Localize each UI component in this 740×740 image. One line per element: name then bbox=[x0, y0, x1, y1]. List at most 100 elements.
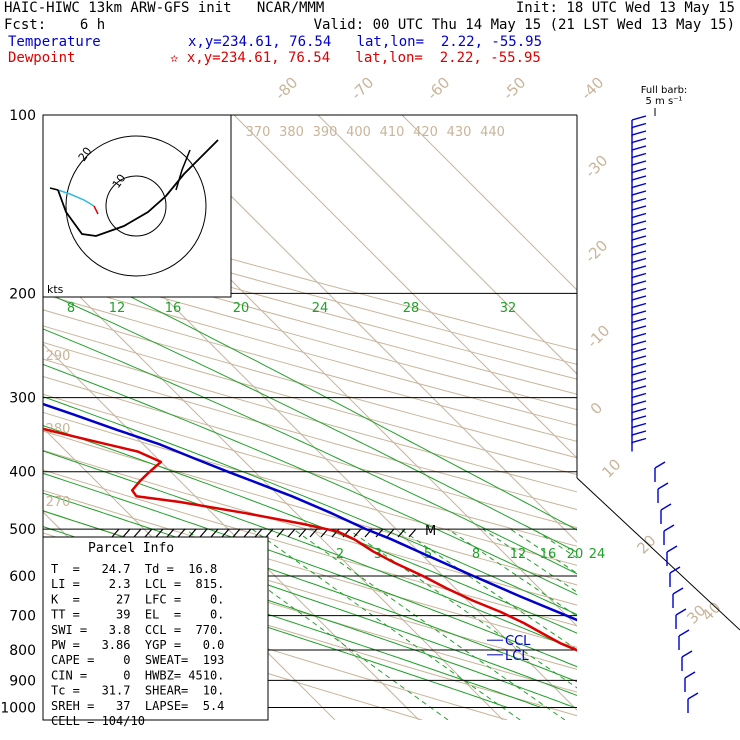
theta-label: 270 bbox=[46, 495, 71, 510]
isotherm-line bbox=[317, 115, 577, 375]
hodograph-ring bbox=[105, 175, 167, 237]
theta-label: 380 bbox=[279, 125, 304, 140]
wind-barb bbox=[631, 280, 647, 286]
theta-label: 440 bbox=[480, 125, 505, 140]
isotherm-line bbox=[233, 115, 577, 459]
wind-barb bbox=[684, 671, 696, 679]
parcel-info-box: Parcel Info T = 24.7 Td = 16.8LI = 2.3 LC… bbox=[42, 536, 269, 728]
wind-barb bbox=[681, 650, 693, 658]
pressure-tick-label: 1000 bbox=[0, 700, 36, 716]
freezing-hatch-mark bbox=[210, 528, 219, 538]
isotherm-label: -60 bbox=[423, 73, 453, 103]
wind-barb bbox=[687, 692, 699, 700]
wind-barb bbox=[669, 566, 681, 574]
level-marker-label: CCL bbox=[505, 634, 531, 649]
parcel-row: Tc = 31.7 SHEAR= 10. bbox=[51, 684, 224, 698]
freezing-hatch-mark bbox=[397, 528, 406, 538]
wind-barb bbox=[654, 461, 666, 469]
wind-barb bbox=[631, 115, 647, 121]
mixing-ratio-label: 24 bbox=[589, 547, 606, 562]
freezing-hatch-mark bbox=[166, 528, 175, 538]
pressure-tick-label: 100 bbox=[9, 108, 36, 124]
wind-barb bbox=[657, 482, 669, 490]
pressure-tick-label: 800 bbox=[9, 643, 36, 659]
dewpoint-readout: ✫ x,y=234.61, 76.54 lat,lon= 2.22, -55.9… bbox=[170, 50, 541, 66]
isotherm-label: -10 bbox=[583, 321, 613, 351]
wind-barb bbox=[631, 370, 647, 376]
dry-adiabat-line bbox=[43, 469, 577, 627]
freezing-hatch-mark bbox=[276, 528, 285, 538]
barb-legend: Full barb:5 m s⁻¹ bbox=[641, 85, 687, 116]
wind-barb bbox=[631, 385, 647, 391]
model-title: HAIC-HIWC 13km ARW-GFS init NCAR/MMM bbox=[4, 0, 325, 16]
isotherm-line bbox=[149, 115, 577, 543]
freezing-hatch-mark bbox=[122, 528, 131, 538]
freezing-hatch-mark bbox=[287, 528, 296, 538]
mixing-ratio-label: 16 bbox=[540, 547, 557, 562]
freezing-hatch-mark bbox=[111, 528, 120, 538]
moist-adiabat-line bbox=[47, 292, 577, 553]
mixing-ratio-label: 2 bbox=[336, 547, 344, 562]
parcel-row: CELL = 104/10 bbox=[51, 714, 145, 728]
wind-barb bbox=[631, 362, 647, 369]
freezing-hatch-mark bbox=[265, 528, 274, 538]
moist-adiabat-label: 32 bbox=[500, 301, 517, 316]
isotherm-label: -30 bbox=[581, 151, 611, 181]
isotherm-label: -70 bbox=[347, 73, 377, 103]
valid-time: Valid: 00 UTC Thu 14 May 15 (21 LST Wed … bbox=[313, 17, 735, 33]
mixing-ratio-line bbox=[347, 528, 577, 689]
wind-barb bbox=[631, 407, 647, 414]
freezing-hatch-mark bbox=[133, 528, 142, 538]
wind-barb bbox=[631, 235, 647, 241]
freezing-hatch-mark bbox=[243, 528, 252, 538]
theta-label: 370 bbox=[246, 125, 271, 140]
wind-barb bbox=[666, 545, 678, 553]
freezing-hatch-mark bbox=[309, 528, 318, 538]
wind-barb bbox=[631, 400, 647, 406]
wind-barb bbox=[660, 503, 672, 511]
pressure-tick-labels: 100 200 300 400 500 600 700 800 900 1000 bbox=[0, 108, 36, 716]
isotherm-label: -50 bbox=[499, 73, 529, 103]
pressure-tick-label: 700 bbox=[9, 609, 36, 625]
wind-barb bbox=[631, 392, 647, 399]
dry-adiabat-line bbox=[43, 248, 577, 395]
init-time: Init: 18 UTC Wed 13 May 15 bbox=[515, 0, 735, 16]
wind-barb bbox=[631, 422, 647, 429]
theta-label: 410 bbox=[380, 125, 405, 140]
freezing-hatch-mark bbox=[144, 528, 153, 538]
hodograph-frame bbox=[42, 114, 232, 298]
dry-adiabat-line bbox=[43, 341, 577, 493]
isotherm-label: 10 bbox=[598, 455, 624, 481]
wind-barb bbox=[631, 415, 647, 421]
freezing-hatch-mark bbox=[254, 528, 263, 538]
wind-barb bbox=[631, 340, 647, 346]
wind-barb bbox=[631, 257, 647, 264]
mixing-ratio-lines bbox=[185, 528, 577, 720]
parcel-row: CAPE = 0 SWEAT= 193 bbox=[51, 653, 224, 667]
isotherm-line bbox=[401, 115, 577, 291]
barb-legend-line2: 5 m s⁻¹ bbox=[646, 96, 683, 107]
isotherm-label: 20 bbox=[633, 531, 659, 557]
theta-label: 420 bbox=[413, 125, 438, 140]
freezing-hatch-mark bbox=[331, 528, 340, 538]
wind-barb bbox=[631, 430, 647, 436]
moist-adiabat-label: 16 bbox=[165, 301, 182, 316]
theta-label: 430 bbox=[447, 125, 472, 140]
wind-barb bbox=[663, 524, 675, 532]
freezing-hatch-mark bbox=[232, 528, 241, 538]
wind-barb bbox=[631, 310, 647, 316]
freezing-hatch-mark bbox=[298, 528, 307, 538]
wind-barb bbox=[631, 317, 647, 324]
wind-barb bbox=[631, 160, 647, 166]
isotherm-label: -20 bbox=[581, 236, 611, 266]
hodograph-ring bbox=[65, 135, 207, 277]
parcel-row: TT = 39 EL = 0. bbox=[51, 608, 224, 622]
moist-adiabat-label: 24 bbox=[312, 301, 329, 316]
wind-barb bbox=[631, 437, 647, 444]
temperature-profile bbox=[43, 402, 577, 622]
parcel-box-frame bbox=[42, 536, 269, 721]
